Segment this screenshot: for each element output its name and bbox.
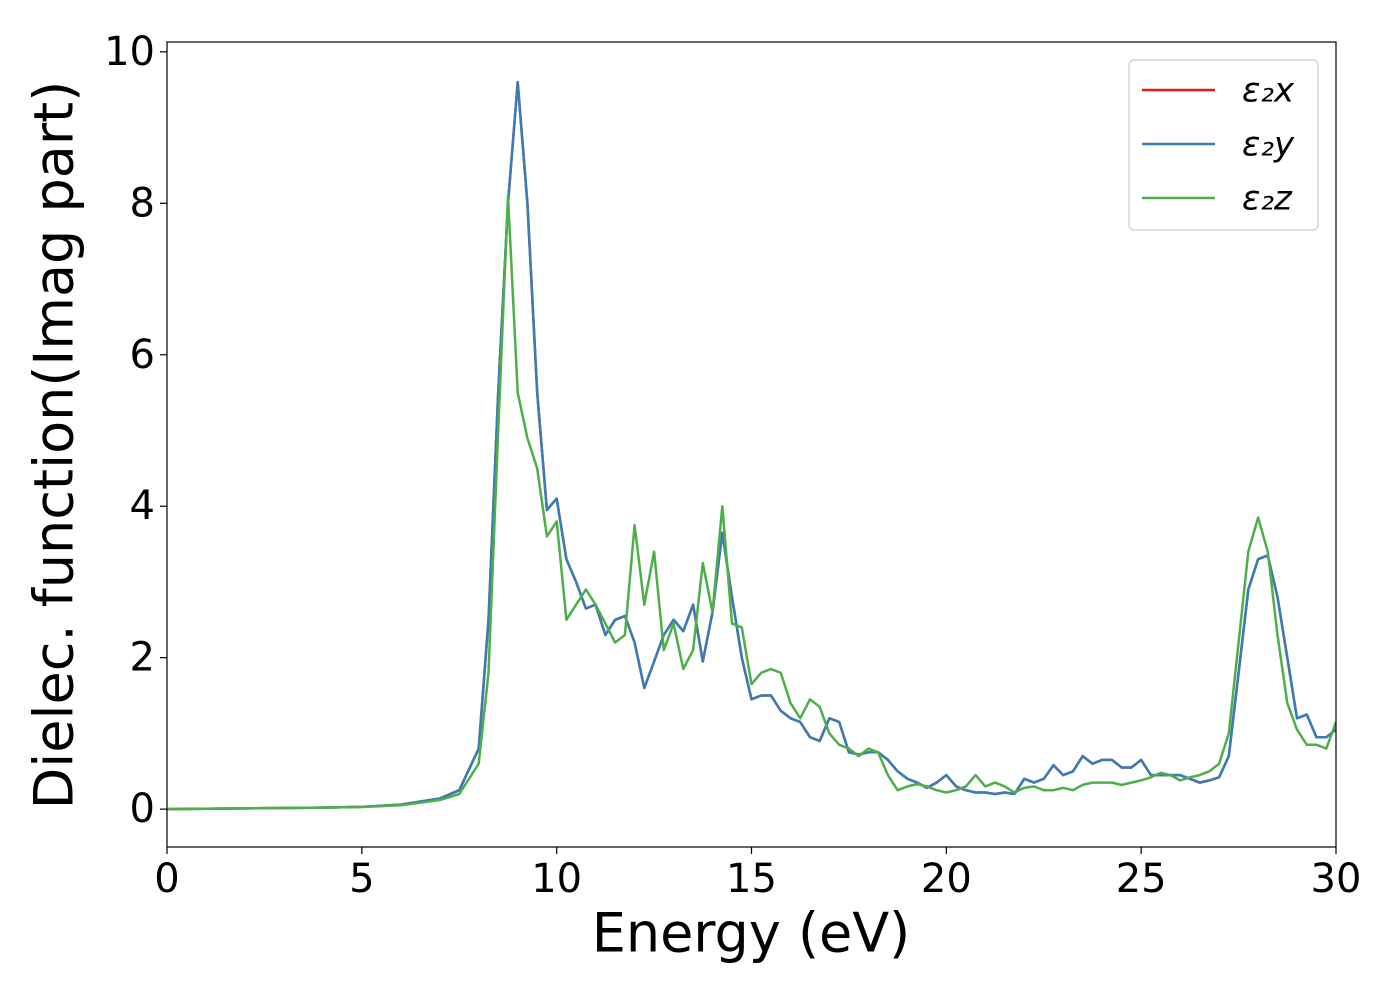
legend-label: ε₂x xyxy=(1242,71,1295,111)
x-axis-label: Energy (eV) xyxy=(592,902,911,965)
y-tick-label: 4 xyxy=(130,483,155,529)
plot-frame xyxy=(166,41,1337,848)
x-tick-label: 30 xyxy=(1311,856,1362,902)
series-line xyxy=(167,194,1336,811)
y-tick-label: 6 xyxy=(130,332,155,378)
y-tick-label: 0 xyxy=(130,786,155,832)
x-tick-label: 15 xyxy=(726,856,777,902)
y-tick-label: 10 xyxy=(104,29,155,75)
x-tick-label: 0 xyxy=(154,856,179,902)
legend-box xyxy=(1128,59,1319,231)
y-tick-label: 2 xyxy=(130,635,155,681)
y-axis-label: Dielec. function(Imag part) xyxy=(23,81,86,810)
y-tick-label: 8 xyxy=(130,180,155,226)
x-tick-label: 10 xyxy=(531,856,582,902)
x-tick-label: 25 xyxy=(1116,856,1167,902)
legend-label: ε₂z xyxy=(1242,179,1293,219)
series-line xyxy=(167,80,1336,811)
legend-label: ε₂y xyxy=(1242,125,1295,165)
x-tick-label: 5 xyxy=(349,856,374,902)
x-tick-label: 20 xyxy=(921,856,972,902)
